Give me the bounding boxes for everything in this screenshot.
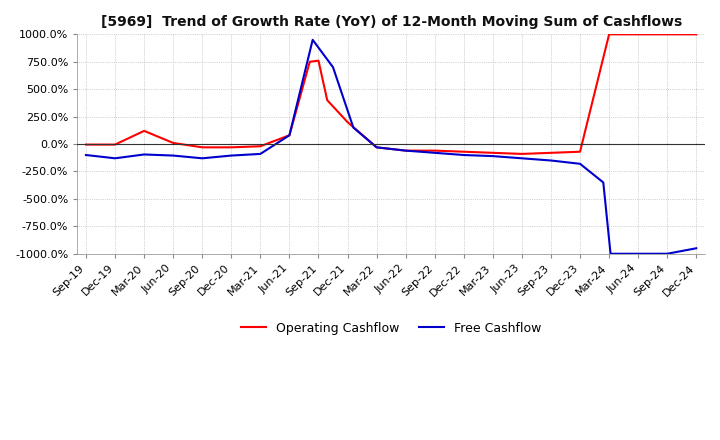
Free Cashflow: [81, 152, 90, 158]
Operating Cashflow: [692, 32, 701, 37]
Operating Cashflow: [285, 132, 294, 138]
Operating Cashflow: [518, 151, 526, 157]
Free Cashflow: [349, 125, 358, 130]
Operating Cashflow: [169, 140, 178, 146]
Operating Cashflow: [613, 32, 622, 37]
Free Cashflow: [518, 156, 526, 161]
Free Cashflow: [546, 158, 555, 163]
Operating Cashflow: [198, 145, 207, 150]
Free Cashflow: [489, 154, 498, 159]
Free Cashflow: [692, 246, 701, 251]
Free Cashflow: [256, 151, 265, 157]
Operating Cashflow: [459, 149, 468, 154]
Free Cashflow: [198, 156, 207, 161]
Operating Cashflow: [111, 142, 120, 147]
Operating Cashflow: [663, 32, 672, 37]
Operating Cashflow: [606, 32, 615, 37]
Operating Cashflow: [81, 142, 90, 147]
Free Cashflow: [606, 251, 615, 257]
Operating Cashflow: [372, 145, 381, 150]
Line: Free Cashflow: Free Cashflow: [86, 40, 696, 254]
Operating Cashflow: [489, 150, 498, 155]
Operating Cashflow: [576, 149, 585, 154]
Operating Cashflow: [605, 32, 613, 37]
Title: [5969]  Trend of Growth Rate (YoY) of 12-Month Moving Sum of Cashflows: [5969] Trend of Growth Rate (YoY) of 12-…: [101, 15, 682, 29]
Operating Cashflow: [323, 98, 331, 103]
Free Cashflow: [169, 153, 178, 158]
Legend: Operating Cashflow, Free Cashflow: Operating Cashflow, Free Cashflow: [236, 317, 546, 340]
Free Cashflow: [140, 152, 148, 157]
Operating Cashflow: [227, 145, 235, 150]
Free Cashflow: [227, 153, 235, 158]
Free Cashflow: [576, 161, 585, 166]
Operating Cashflow: [314, 58, 323, 63]
Free Cashflow: [459, 152, 468, 158]
Operating Cashflow: [256, 143, 265, 149]
Free Cashflow: [401, 148, 410, 153]
Free Cashflow: [663, 251, 672, 257]
Operating Cashflow: [431, 148, 439, 153]
Free Cashflow: [285, 132, 294, 138]
Operating Cashflow: [401, 148, 410, 153]
Free Cashflow: [634, 251, 642, 257]
Operating Cashflow: [140, 128, 148, 133]
Free Cashflow: [599, 180, 608, 185]
Operating Cashflow: [343, 120, 352, 125]
Operating Cashflow: [546, 150, 555, 155]
Free Cashflow: [308, 37, 317, 42]
Free Cashflow: [111, 156, 120, 161]
Operating Cashflow: [634, 32, 642, 37]
Line: Operating Cashflow: Operating Cashflow: [86, 34, 696, 154]
Free Cashflow: [329, 65, 338, 70]
Free Cashflow: [431, 150, 439, 155]
Operating Cashflow: [305, 59, 314, 64]
Free Cashflow: [372, 145, 381, 150]
